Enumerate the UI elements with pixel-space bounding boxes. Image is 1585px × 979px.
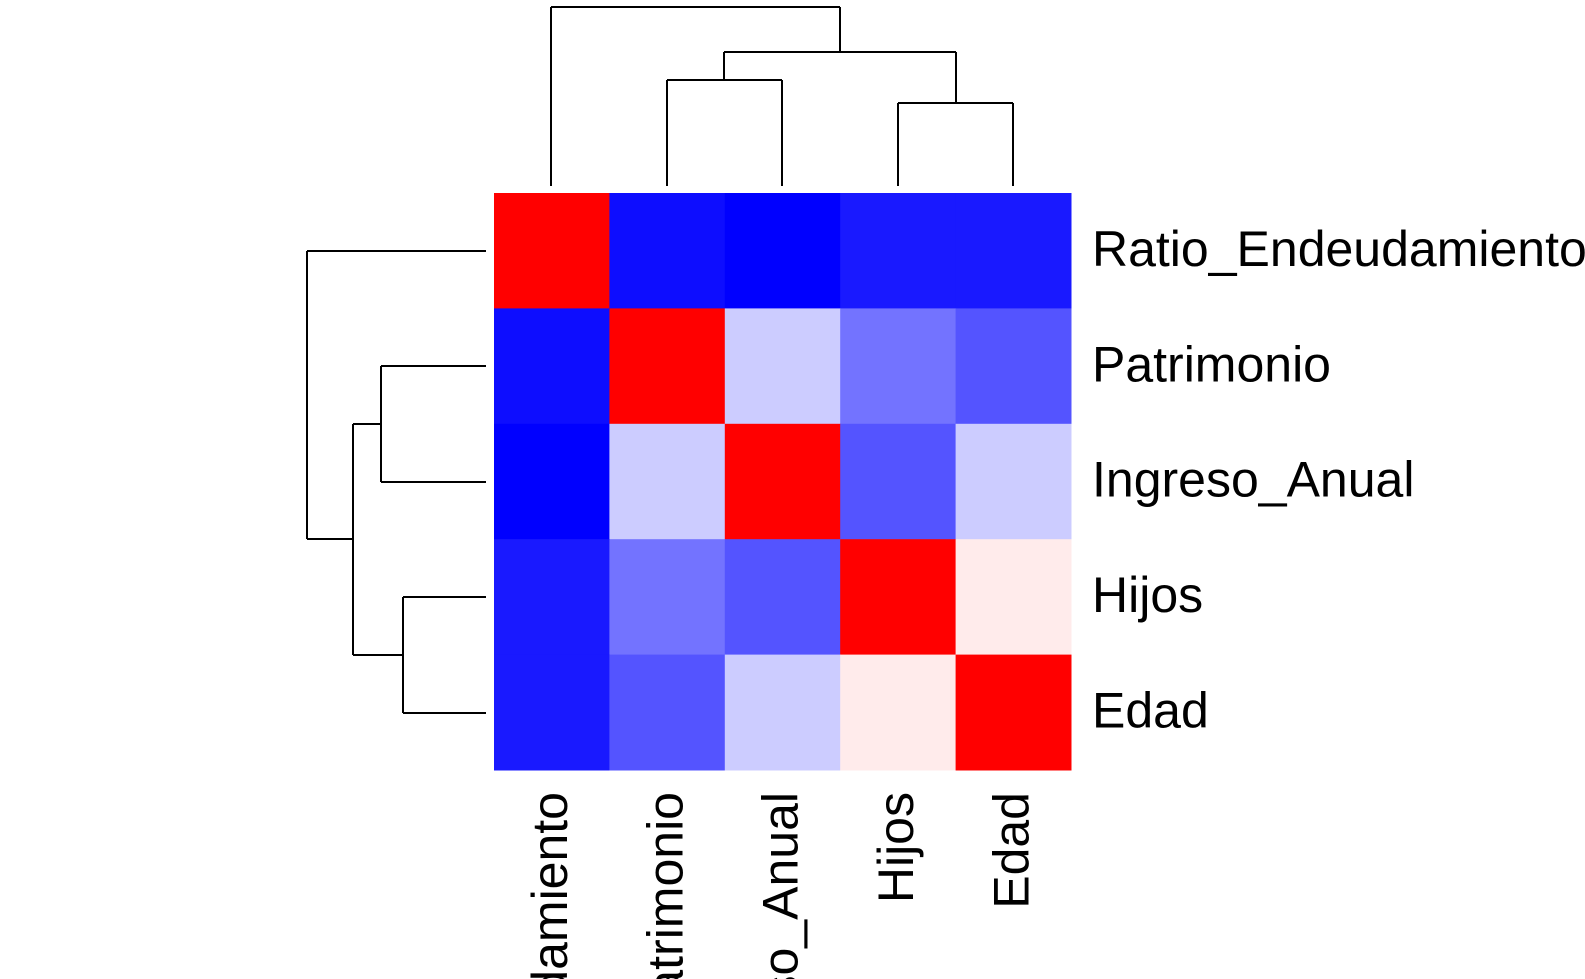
heatmap-cell (609, 539, 726, 656)
column-label: Edad (984, 792, 1040, 909)
column-label: Ratio_Endeudamiento (522, 792, 578, 979)
heatmap-cell (840, 654, 957, 771)
heatmap-cell (840, 539, 957, 656)
heatmap-cell (955, 308, 1072, 425)
heatmap-cell (609, 308, 726, 425)
heatmap-cell (724, 654, 841, 771)
heatmap-cell (609, 654, 726, 771)
row-label: Hijos (1092, 567, 1203, 623)
heatmap-cell (609, 193, 726, 309)
row-label: Ingreso_Anual (1092, 452, 1414, 508)
row-label: Ratio_Endeudamiento (1092, 221, 1585, 277)
row-dendrogram (306, 250, 486, 714)
heatmap-cell (609, 423, 726, 540)
heatmap-cell (494, 539, 610, 656)
heatmap-cell (494, 193, 610, 309)
heatmap-cell (494, 423, 610, 540)
heatmap-cell (724, 423, 841, 540)
heatmap-cell (840, 423, 957, 540)
heatmap-cell (840, 193, 957, 309)
row-label: Patrimonio (1092, 336, 1331, 392)
heatmap-cell (494, 308, 610, 425)
heatmap-cell (955, 654, 1072, 771)
heatmap-cell (494, 654, 610, 771)
heatmap-cell (955, 539, 1072, 656)
heatmap-cell (955, 193, 1072, 309)
heatmap-cell (724, 308, 841, 425)
heatmap-cell (724, 193, 841, 309)
column-label: Patrimonio (637, 792, 693, 979)
heatmap-cell (955, 423, 1072, 540)
column-label: Hijos (868, 792, 924, 903)
column-label: Ingreso_Anual (753, 792, 809, 979)
column-dendrogram (550, 6, 1014, 186)
row-label: Edad (1092, 683, 1209, 739)
heatmap-cell (724, 539, 841, 656)
heatmap-cell (840, 308, 957, 425)
